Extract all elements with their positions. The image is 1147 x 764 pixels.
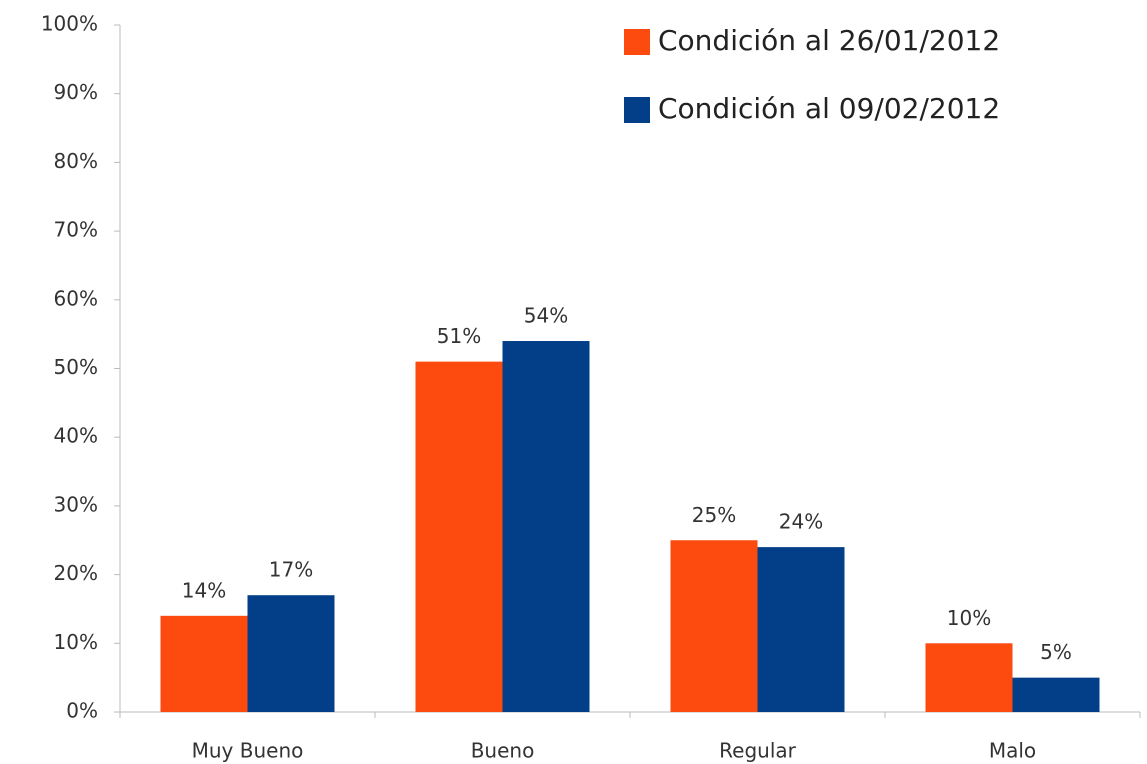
y-tick-label: 70% [54, 218, 98, 242]
y-tick-label: 100% [41, 12, 98, 36]
y-tick-label: 0% [66, 699, 98, 723]
x-tick-label: Bueno [471, 739, 535, 763]
bar [160, 615, 248, 712]
legend-label: Condición al 09/02/2012 [658, 92, 1000, 125]
legend-swatch [624, 97, 650, 123]
y-tick-label: 20% [54, 561, 98, 585]
y-tick-label: 90% [54, 80, 98, 104]
y-tick-label: 50% [54, 355, 98, 379]
data-label: 24% [779, 510, 823, 534]
data-label: 14% [182, 578, 226, 602]
x-tick-label: Regular [719, 739, 796, 763]
y-tick-label: 40% [54, 424, 98, 448]
x-tick-label: Malo [989, 739, 1036, 763]
data-label: 25% [692, 503, 736, 527]
bar [502, 341, 590, 712]
bar [1012, 677, 1100, 712]
y-tick-label: 10% [54, 630, 98, 654]
y-tick-label: 80% [54, 149, 98, 173]
bar [247, 595, 335, 712]
data-label: 10% [947, 606, 991, 630]
bar [925, 643, 1013, 712]
data-label: 17% [269, 558, 313, 582]
data-label: 5% [1040, 640, 1072, 664]
y-tick-label: 30% [54, 492, 98, 516]
bar [415, 361, 503, 712]
bar [757, 547, 845, 712]
y-tick-label: 60% [54, 286, 98, 310]
legend-label: Condición al 26/01/2012 [658, 24, 1000, 57]
x-tick-label: Muy Bueno [192, 739, 304, 763]
bar [670, 540, 758, 712]
legend-swatch [624, 29, 650, 55]
data-label: 51% [437, 324, 481, 348]
data-label: 54% [524, 304, 568, 328]
